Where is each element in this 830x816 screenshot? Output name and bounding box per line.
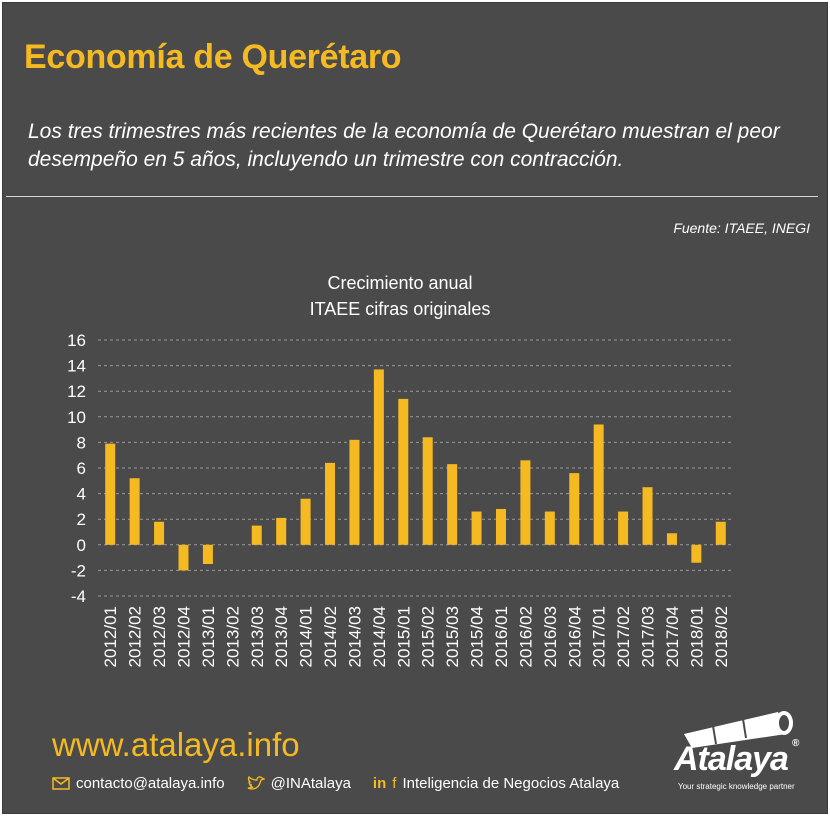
bar (520, 460, 531, 545)
y-tick-label: 8 (77, 433, 86, 452)
linkedin-icon[interactable]: in (372, 774, 387, 792)
x-tick-label: 2012/01 (101, 606, 120, 667)
bar (544, 511, 555, 545)
page-title: Economía de Querétaro (24, 38, 402, 76)
bar (422, 437, 433, 545)
bar (154, 521, 165, 545)
bar (105, 443, 116, 545)
x-tick-label: 2014/03 (345, 606, 364, 667)
x-tick-label: 2017/04 (663, 606, 682, 667)
x-tick-label: 2012/02 (126, 606, 145, 667)
y-tick-label: 10 (67, 408, 86, 427)
x-tick-label: 2013/03 (248, 606, 267, 667)
bar (618, 511, 629, 545)
x-tick-label: 2014/04 (370, 606, 389, 667)
company-name: Inteligencia de Negocios Atalaya (402, 774, 620, 792)
y-tick-label: 0 (77, 536, 86, 555)
chart-title-line-1: Crecimiento anual (327, 273, 473, 293)
y-tick-label: 4 (77, 485, 86, 504)
logo-wordmark: Atalaya (674, 740, 789, 778)
source-note: Fuente: ITAEE, INEGI (673, 220, 810, 236)
bar (569, 473, 580, 545)
bar (447, 464, 458, 545)
x-tick-label: 2015/02 (419, 606, 438, 667)
chart-title-line-2: ITAEE cifras originales (309, 299, 491, 319)
x-tick-label: 2017/01 (590, 606, 609, 667)
bar (666, 533, 677, 545)
bar (178, 544, 189, 571)
bar (593, 424, 604, 545)
divider (6, 196, 818, 197)
y-tick-label: 16 (67, 331, 86, 350)
page-subtitle: Los tres trimestres más recientes de la … (28, 120, 780, 171)
x-tick-label: 2018/01 (687, 606, 706, 667)
bar (202, 544, 213, 564)
bar (349, 439, 360, 545)
twitter-icon (247, 775, 265, 791)
x-tick-label: 2017/02 (614, 606, 633, 667)
bar (300, 498, 311, 545)
x-tick-label: 2014/02 (321, 606, 340, 667)
bar-chart: 16 14 12 10 8 6 4 2 0 -2 -4 2012/01 2012/02 2012/03 20… (67, 331, 733, 667)
bar (715, 521, 726, 545)
y-tick-label: -2 (71, 561, 86, 580)
x-tick-label: 2018/02 (712, 606, 731, 667)
bar (373, 369, 384, 545)
x-tick-label: 2014/01 (297, 606, 316, 667)
x-tick-label: 2016/02 (516, 606, 535, 667)
bar (129, 478, 140, 545)
x-tick-label: 2015/01 (394, 606, 413, 667)
y-tick-label: 12 (67, 382, 86, 401)
bar (642, 487, 653, 545)
x-tick-label: 2012/03 (150, 606, 169, 667)
bar (471, 511, 482, 545)
y-tick-label: 2 (77, 510, 86, 529)
x-tick-label: 2016/04 (565, 606, 584, 667)
contact-bar: contacto@atalaya.info @INAtalaya in f In… (52, 772, 619, 794)
x-tick-label: 2017/03 (639, 606, 658, 667)
bar (325, 462, 336, 545)
email-link[interactable]: contacto@atalaya.info (76, 774, 225, 792)
x-tick-label: 2015/03 (443, 606, 462, 667)
y-tick-label: 6 (77, 459, 86, 478)
logo-tagline: Your strategic knowledge partner (678, 782, 795, 791)
x-tick-label: 2013/04 (272, 606, 291, 667)
y-tick-label: -4 (71, 587, 86, 606)
twitter-link[interactable]: @INAtalaya (270, 774, 351, 792)
bar (691, 544, 702, 563)
bar (276, 517, 287, 545)
website-link[interactable]: www.atalaya.info (52, 726, 300, 763)
facebook-icon[interactable]: f (392, 774, 397, 792)
bar (251, 525, 262, 545)
atalaya-logo-telescope-icon (684, 711, 793, 748)
x-tick-label: 2012/04 (174, 606, 193, 667)
bar (398, 398, 409, 545)
x-tick-label: 2015/04 (468, 606, 487, 667)
x-tick-label: 2016/03 (541, 606, 560, 667)
x-tick-label: 2013/02 (223, 606, 242, 667)
email-icon (52, 776, 70, 790)
bar (495, 508, 506, 545)
x-tick-label: 2013/01 (199, 606, 218, 667)
registered-mark: ® (792, 738, 800, 749)
y-tick-label: 14 (67, 357, 86, 376)
x-tick-label: 2016/01 (492, 606, 511, 667)
